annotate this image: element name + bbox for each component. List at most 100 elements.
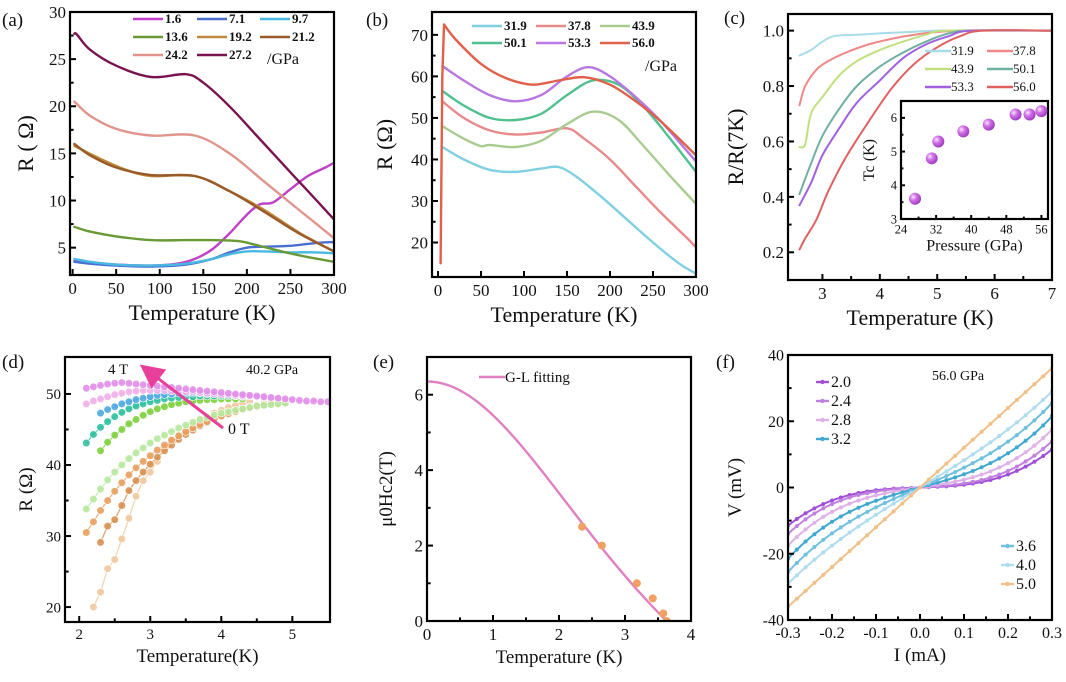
x-tick-label: 4 xyxy=(687,625,696,644)
x-tick-label: -0.1 xyxy=(863,625,888,642)
series-line-27.2 xyxy=(73,32,334,221)
y-tick-label: 2 xyxy=(415,537,424,556)
data-point xyxy=(874,493,878,498)
data-point xyxy=(856,514,861,519)
data-point xyxy=(1014,433,1019,438)
plot-frame xyxy=(68,10,336,277)
y-axis-label: Tc (K) xyxy=(861,139,878,181)
data-point xyxy=(139,467,148,477)
data-point xyxy=(1041,453,1046,458)
x-tick-label: 0 xyxy=(423,625,432,644)
data-point xyxy=(124,470,134,480)
data-point xyxy=(82,399,91,408)
field-arrow xyxy=(139,364,224,430)
data-point xyxy=(794,596,799,601)
data-point xyxy=(979,446,984,451)
data-point xyxy=(856,541,861,546)
data-point xyxy=(1023,464,1028,469)
data-point xyxy=(953,463,958,468)
data-point xyxy=(139,443,148,453)
data-point xyxy=(1023,426,1028,431)
data-point xyxy=(874,505,878,510)
y-tick-label: 20 xyxy=(768,414,784,431)
data-point xyxy=(224,389,233,398)
data-point xyxy=(117,501,126,510)
y-tick-label: 25 xyxy=(49,50,66,69)
data-point xyxy=(117,534,126,543)
data-point xyxy=(139,476,148,485)
y-tick-label: 0.2 xyxy=(763,243,784,262)
x-axis-label: Temperature (K) xyxy=(129,300,276,325)
data-point xyxy=(1006,427,1010,432)
data-point xyxy=(821,502,826,507)
data-point xyxy=(997,413,1002,418)
plot-area xyxy=(82,378,330,612)
data-point xyxy=(160,402,169,411)
data-point xyxy=(979,472,984,477)
data-point xyxy=(830,565,834,569)
data-point xyxy=(847,530,852,535)
data-point xyxy=(847,549,852,554)
data-point xyxy=(153,445,162,455)
data-point xyxy=(812,506,817,511)
data-point xyxy=(1032,453,1037,458)
data-point xyxy=(146,467,155,477)
data-point xyxy=(131,415,141,424)
x-tick-label: 0 xyxy=(434,281,443,300)
data-point xyxy=(830,543,834,548)
series-line-31.9 xyxy=(441,145,696,275)
data-point xyxy=(935,480,940,485)
legend-label-31.9: 31.9 xyxy=(504,18,527,33)
data-point xyxy=(195,415,205,424)
data-point xyxy=(1041,374,1046,379)
data-point xyxy=(838,498,843,503)
data-point xyxy=(1014,420,1019,425)
data-point xyxy=(89,382,98,391)
data-point xyxy=(794,573,799,578)
data-point xyxy=(856,524,861,529)
data-point xyxy=(1006,472,1010,477)
data-point xyxy=(882,491,887,496)
data-point xyxy=(935,477,940,482)
data-point xyxy=(659,609,668,618)
data-point xyxy=(970,479,975,484)
data-point xyxy=(316,397,325,406)
inset-data-point xyxy=(932,135,945,148)
data-point xyxy=(103,496,112,505)
legend-label-1.6: 1.6 xyxy=(165,11,182,26)
x-tick-label: 2 xyxy=(555,625,564,644)
data-point xyxy=(295,396,304,405)
y-axis-label: V (mV) xyxy=(725,458,746,517)
inset-data-point xyxy=(1023,108,1036,121)
data-point xyxy=(979,456,984,461)
legend-label-9.7: 9.7 xyxy=(292,11,309,26)
data-point xyxy=(838,505,843,510)
data-point xyxy=(979,477,984,482)
data-point xyxy=(110,555,119,564)
data-point xyxy=(167,436,176,445)
data-point xyxy=(1006,439,1010,444)
x-tick-label: 5 xyxy=(289,627,297,643)
panel-label-e: (e) xyxy=(373,352,394,373)
data-point xyxy=(970,461,975,466)
x-tick-label: 300 xyxy=(321,279,347,298)
y-tick-label: 0.8 xyxy=(763,77,784,96)
data-point xyxy=(865,509,870,514)
legend-label-31.9: 31.9 xyxy=(951,43,974,58)
x-axis-label: Pressure (GPa) xyxy=(926,238,1022,255)
y-tick-label: 70 xyxy=(411,26,428,45)
data-point xyxy=(103,438,112,447)
data-point xyxy=(124,454,134,463)
data-point xyxy=(1014,445,1019,450)
data-point xyxy=(812,520,817,525)
y-tick-label: 0 xyxy=(776,480,784,497)
data-point xyxy=(900,496,905,501)
data-point xyxy=(124,404,134,413)
data-point xyxy=(124,387,134,396)
y-tick-label: 3 xyxy=(891,212,897,226)
data-point xyxy=(96,423,105,432)
data-point xyxy=(856,505,861,510)
legend-marker-2.0 xyxy=(820,379,825,385)
